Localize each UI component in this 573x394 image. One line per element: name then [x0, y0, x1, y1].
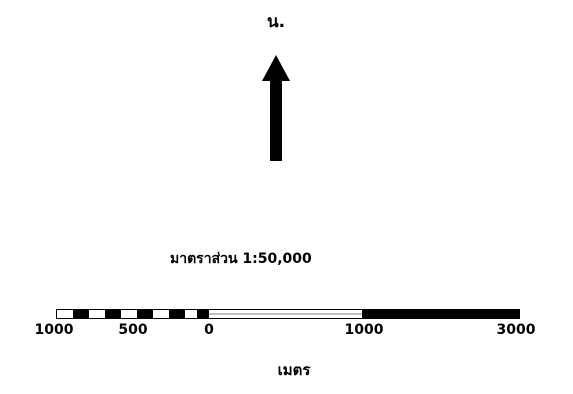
- scale-segment: [197, 310, 209, 318]
- scale-bar: [56, 309, 520, 319]
- scale-tick-label: 500: [118, 322, 148, 338]
- scale-segment: [121, 310, 137, 318]
- north-label: น.: [266, 12, 286, 32]
- scale-ratio-label: มาตราส่วน 1:50,000: [170, 251, 312, 267]
- scale-segment: [57, 310, 73, 318]
- north-arrow-icon: [262, 55, 290, 161]
- scale-segment: [137, 310, 153, 318]
- scale-tick-label: 1000: [344, 322, 384, 338]
- scale-tick-label: 0: [204, 322, 214, 338]
- scale-tick-label: 1000: [34, 322, 74, 338]
- scale-segment: [362, 310, 519, 318]
- scale-segment: [169, 310, 185, 318]
- scale-segment: [73, 310, 89, 318]
- scale-unit-label: เมตร: [277, 361, 311, 379]
- scale-segment: [105, 310, 121, 318]
- scale-segment: [185, 310, 197, 318]
- scale-segment: [89, 310, 105, 318]
- scale-segment: [153, 310, 169, 318]
- scale-tick-label: 3000: [496, 322, 536, 338]
